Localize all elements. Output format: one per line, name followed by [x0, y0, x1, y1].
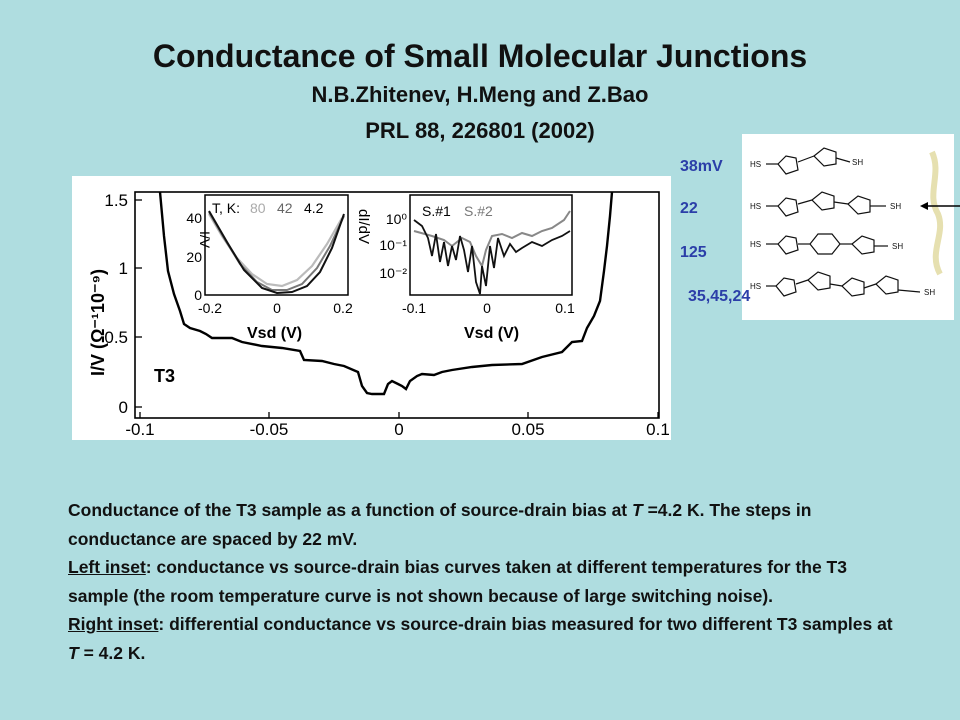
right-inset-sample-2: S.#2: [464, 203, 493, 219]
main-y-tick-labels: 0 0.5 1 1.5: [104, 191, 128, 417]
left-inset-xtick: -0.2: [198, 300, 222, 316]
caption-t-symbol: T: [68, 642, 79, 663]
molecule-tbt: HS SH: [750, 233, 903, 255]
curve-sample-2: [413, 210, 571, 269]
caption-text: = 4.2 K.: [78, 642, 146, 663]
main-x-tick-labels: -0.1 -0.05 0 0.05 0.1: [125, 420, 669, 439]
main-ytick: 0.5: [104, 328, 128, 347]
pointer-arrow-icon: [920, 202, 960, 210]
slide-title: Conductance of Small Molecular Junctions: [152, 38, 808, 74]
left-inset-ytick: 20: [186, 249, 202, 265]
left-inset-temp-80: 80: [250, 200, 266, 216]
right-inset-xlabel: Vsd (V): [464, 325, 519, 342]
main-y-axis-label: I/V (Ω⁻¹10⁻⁹): [88, 269, 108, 376]
molecule-structures: HS SH HS SH HS SH HS: [742, 134, 954, 320]
mol-end-label: HS: [750, 240, 761, 249]
main-xtick: 0: [394, 420, 403, 439]
left-inset-temp-42: 42: [277, 200, 293, 216]
curve-sample-1: [413, 219, 571, 295]
annotation-125: 125: [680, 244, 707, 261]
curve-4.2k: [208, 210, 345, 295]
main-xtick: 0.1: [646, 420, 670, 439]
annotation-38mv: 38mV: [680, 158, 723, 175]
main-xtick: -0.1: [125, 420, 154, 439]
main-axes-frame: [134, 191, 660, 419]
caption-text: Conductance of the T3 sample as a functi…: [68, 500, 632, 520]
right-inset: S.#1 S.#2 dI/dV 10⁰ 10⁻¹ 10⁻² -0.1 0 0.1…: [355, 194, 575, 342]
right-inset-ylabel: dI/dV: [355, 209, 372, 244]
mol-end-label: SH: [924, 288, 935, 297]
main-ytick: 1.5: [104, 191, 128, 210]
left-inset-ytick: 40: [186, 210, 202, 226]
right-inset-sample-1: S.#1: [422, 203, 451, 219]
right-inset-ytick: 10⁰: [386, 211, 408, 227]
conductance-figure: 0 0.5 1 1.5 -0.1 -0.05 0 0.05 0.1 I/V (Ω…: [72, 176, 671, 440]
main-xtick: 0.05: [511, 420, 544, 439]
right-inset-ytick: 10⁻¹: [379, 237, 407, 253]
right-inset-ytick: 10⁻²: [379, 265, 407, 281]
left-inset-xtick: 0: [273, 300, 281, 316]
caption-text: : conductance vs source-drain bias curve…: [68, 557, 847, 606]
left-inset-legend-prefix: T, K:: [212, 200, 240, 216]
slide-reference: PRL 88, 226801 (2002): [365, 118, 595, 143]
electrode-sketch: [929, 150, 944, 276]
left-inset-temp-4.2: 4.2: [304, 200, 324, 216]
molecule-t4: HS SH: [750, 271, 935, 297]
molecule-t3: HS SH: [750, 191, 901, 217]
left-inset-ylabel: I/V: [197, 231, 213, 249]
mol-end-label: HS: [750, 160, 761, 169]
molecule-t2: HS SH: [750, 147, 863, 175]
caption-right-inset-label: Right inset: [68, 614, 159, 634]
annotation-22: 22: [680, 200, 698, 217]
sample-label: T3: [154, 366, 175, 386]
mol-end-label: SH: [890, 202, 901, 211]
annotation-35-45-24: 35,45,24: [688, 288, 751, 305]
caption-text: : differential conductance vs source-dra…: [158, 614, 893, 634]
slide-authors: N.B.Zhitenev, H.Meng and Z.Bao: [311, 82, 649, 107]
right-inset-xtick: -0.1: [402, 300, 426, 316]
mol-end-label: SH: [852, 158, 863, 167]
caption-text: =4.2 K. The steps in conductance are spa…: [68, 500, 812, 549]
figure-caption: Conductance of the T3 sample as a functi…: [68, 496, 898, 667]
main-ytick: 0: [119, 398, 128, 417]
mol-end-label: HS: [750, 202, 761, 211]
caption-t-symbol: T: [632, 500, 643, 520]
main-conductance-curve: [158, 191, 614, 396]
left-inset: T, K: 80 42 4.2 0 20 40 -0.2 0 0.2 I/V V…: [186, 194, 353, 342]
mol-end-label: SH: [892, 242, 903, 251]
main-ytick: 1: [119, 259, 128, 278]
right-inset-xtick: 0.1: [555, 300, 575, 316]
right-inset-xtick: 0: [483, 300, 491, 316]
caption-left-inset-label: Left inset: [68, 557, 146, 577]
main-xtick: -0.05: [250, 420, 289, 439]
left-inset-xtick: 0.2: [333, 300, 353, 316]
mol-end-label: HS: [750, 282, 761, 291]
left-inset-ytick: 0: [194, 287, 202, 303]
left-inset-xlabel: Vsd (V): [247, 325, 302, 342]
